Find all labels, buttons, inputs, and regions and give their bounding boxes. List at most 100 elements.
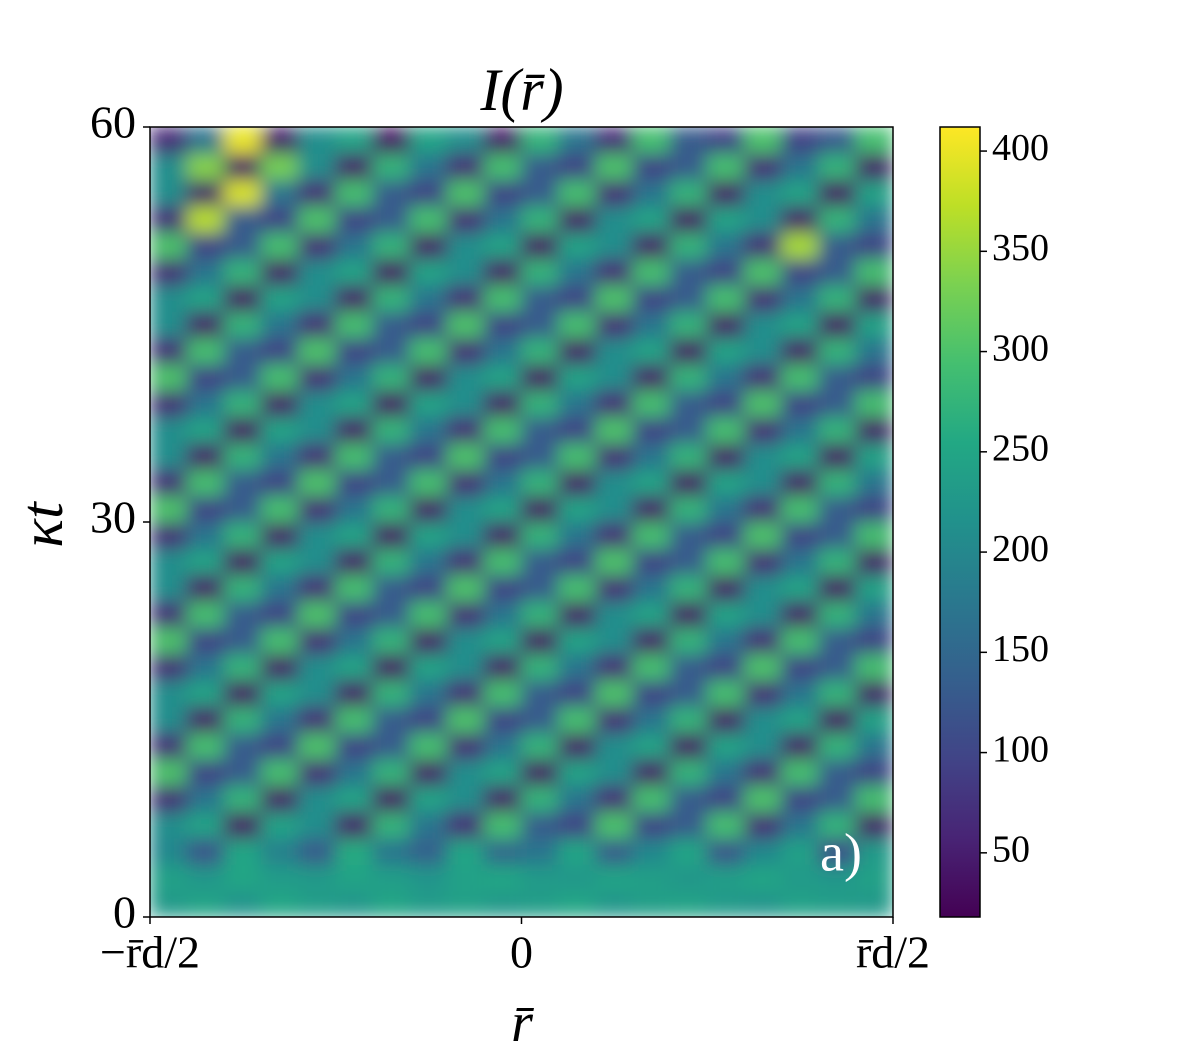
heatmap-cell xyxy=(558,205,597,233)
heatmap-cell xyxy=(855,337,893,365)
heatmap-cell xyxy=(632,784,671,813)
heatmap-cell xyxy=(483,521,522,549)
heatmap-cell xyxy=(669,442,708,470)
heatmap-cell xyxy=(186,890,225,917)
heatmap-cell xyxy=(521,547,560,576)
heatmap-cell xyxy=(558,863,597,892)
heatmap-cell xyxy=(409,468,448,497)
heatmap-cell xyxy=(260,127,300,154)
heatmap-cell xyxy=(409,258,448,286)
heatmap-cell xyxy=(446,521,485,549)
heatmap-cell xyxy=(781,495,820,523)
heatmap-cell xyxy=(409,389,448,418)
heatmap-cell xyxy=(632,653,671,681)
heatmap-cell xyxy=(150,284,188,312)
heatmap-cell xyxy=(595,758,634,786)
heatmap-cell xyxy=(446,310,485,339)
heatmap-cell xyxy=(558,626,597,655)
heatmap-cell xyxy=(558,442,597,470)
heatmap-cell xyxy=(260,416,300,444)
heatmap-cell xyxy=(372,600,411,628)
heatmap-cell xyxy=(446,547,485,576)
heatmap-cell xyxy=(483,231,522,260)
heatmap-cell xyxy=(818,679,857,707)
heatmap-cell xyxy=(743,310,783,339)
heatmap-cell xyxy=(855,179,893,207)
heatmap-cell xyxy=(781,258,820,286)
heatmap-cell xyxy=(669,890,708,917)
colorbar-tick-label: 400 xyxy=(992,127,1049,169)
heatmap-cell xyxy=(483,337,522,365)
heatmap-cell xyxy=(483,152,522,181)
heatmap-cell xyxy=(483,284,522,312)
heatmap-cell xyxy=(409,574,448,602)
heatmap-cell xyxy=(669,626,708,655)
heatmap-cell xyxy=(855,258,893,286)
heatmap-cell xyxy=(186,152,225,181)
heatmap-cell xyxy=(446,231,485,260)
heatmap-cell xyxy=(409,863,448,892)
heatmap-cell xyxy=(298,600,337,628)
heatmap-cell xyxy=(521,389,560,418)
heatmap-cell xyxy=(150,258,188,286)
heatmap-cell xyxy=(446,758,485,786)
heatmap-cell xyxy=(186,468,225,497)
heatmap-cell xyxy=(298,495,337,523)
heatmap-cell xyxy=(818,310,857,339)
heatmap-cell xyxy=(855,495,893,523)
heatmap-cell xyxy=(150,521,188,549)
heatmap-cell xyxy=(372,389,411,418)
heatmap-cell xyxy=(521,705,560,734)
heatmap-cell xyxy=(595,495,634,523)
heatmap-cell xyxy=(743,705,783,734)
heatmap-cell xyxy=(706,574,745,602)
x-tick-label: 0 xyxy=(510,927,533,978)
heatmap-cell xyxy=(372,363,411,391)
heatmap-cell xyxy=(446,811,485,839)
heatmap-cell xyxy=(372,179,411,207)
heatmap-cell xyxy=(521,284,560,312)
heatmap-cell xyxy=(446,389,485,418)
heatmap-cell xyxy=(446,784,485,813)
heatmap-cell xyxy=(186,863,225,892)
heatmap-cell xyxy=(335,811,374,839)
heatmap-cell xyxy=(186,205,225,233)
heatmap-cell xyxy=(521,784,560,813)
heatmap-cell xyxy=(521,310,560,339)
heatmap-cell xyxy=(483,389,522,418)
heatmap-cell xyxy=(781,442,820,470)
heatmap-cell xyxy=(781,127,820,154)
heatmap-cell xyxy=(706,363,745,391)
heatmap-cell xyxy=(632,363,671,391)
heatmap-cell xyxy=(260,468,300,497)
heatmap-cell xyxy=(558,837,597,865)
heatmap-cell xyxy=(743,626,783,655)
heatmap-cell xyxy=(186,442,225,470)
heatmap-cell xyxy=(706,890,745,917)
heatmap-cell xyxy=(150,179,188,207)
heatmap-cell xyxy=(150,626,188,655)
heatmap-cell xyxy=(335,495,374,523)
heatmap-cell xyxy=(632,284,671,312)
heatmap-cell xyxy=(260,205,300,233)
heatmap-cell xyxy=(150,231,188,260)
heatmap-cell xyxy=(409,231,448,260)
heatmap-cell xyxy=(409,679,448,707)
heatmap-cell xyxy=(521,337,560,365)
heatmap-cell xyxy=(706,679,745,707)
heatmap-cell xyxy=(446,705,485,734)
heatmap-cell xyxy=(706,626,745,655)
heatmap-cell xyxy=(186,363,225,391)
heatmap-cell xyxy=(521,679,560,707)
heatmap-cell xyxy=(706,389,745,418)
heatmap-cell xyxy=(260,574,300,602)
heatmap-cell xyxy=(669,837,708,865)
heatmap-cell xyxy=(632,152,671,181)
heatmap-cell xyxy=(706,152,745,181)
heatmap-cell xyxy=(298,127,337,154)
heatmap-cell xyxy=(632,442,671,470)
heatmap-cell xyxy=(669,495,708,523)
heatmap-cell xyxy=(632,758,671,786)
heatmap-cell xyxy=(669,127,708,154)
heatmap-cell xyxy=(558,310,597,339)
